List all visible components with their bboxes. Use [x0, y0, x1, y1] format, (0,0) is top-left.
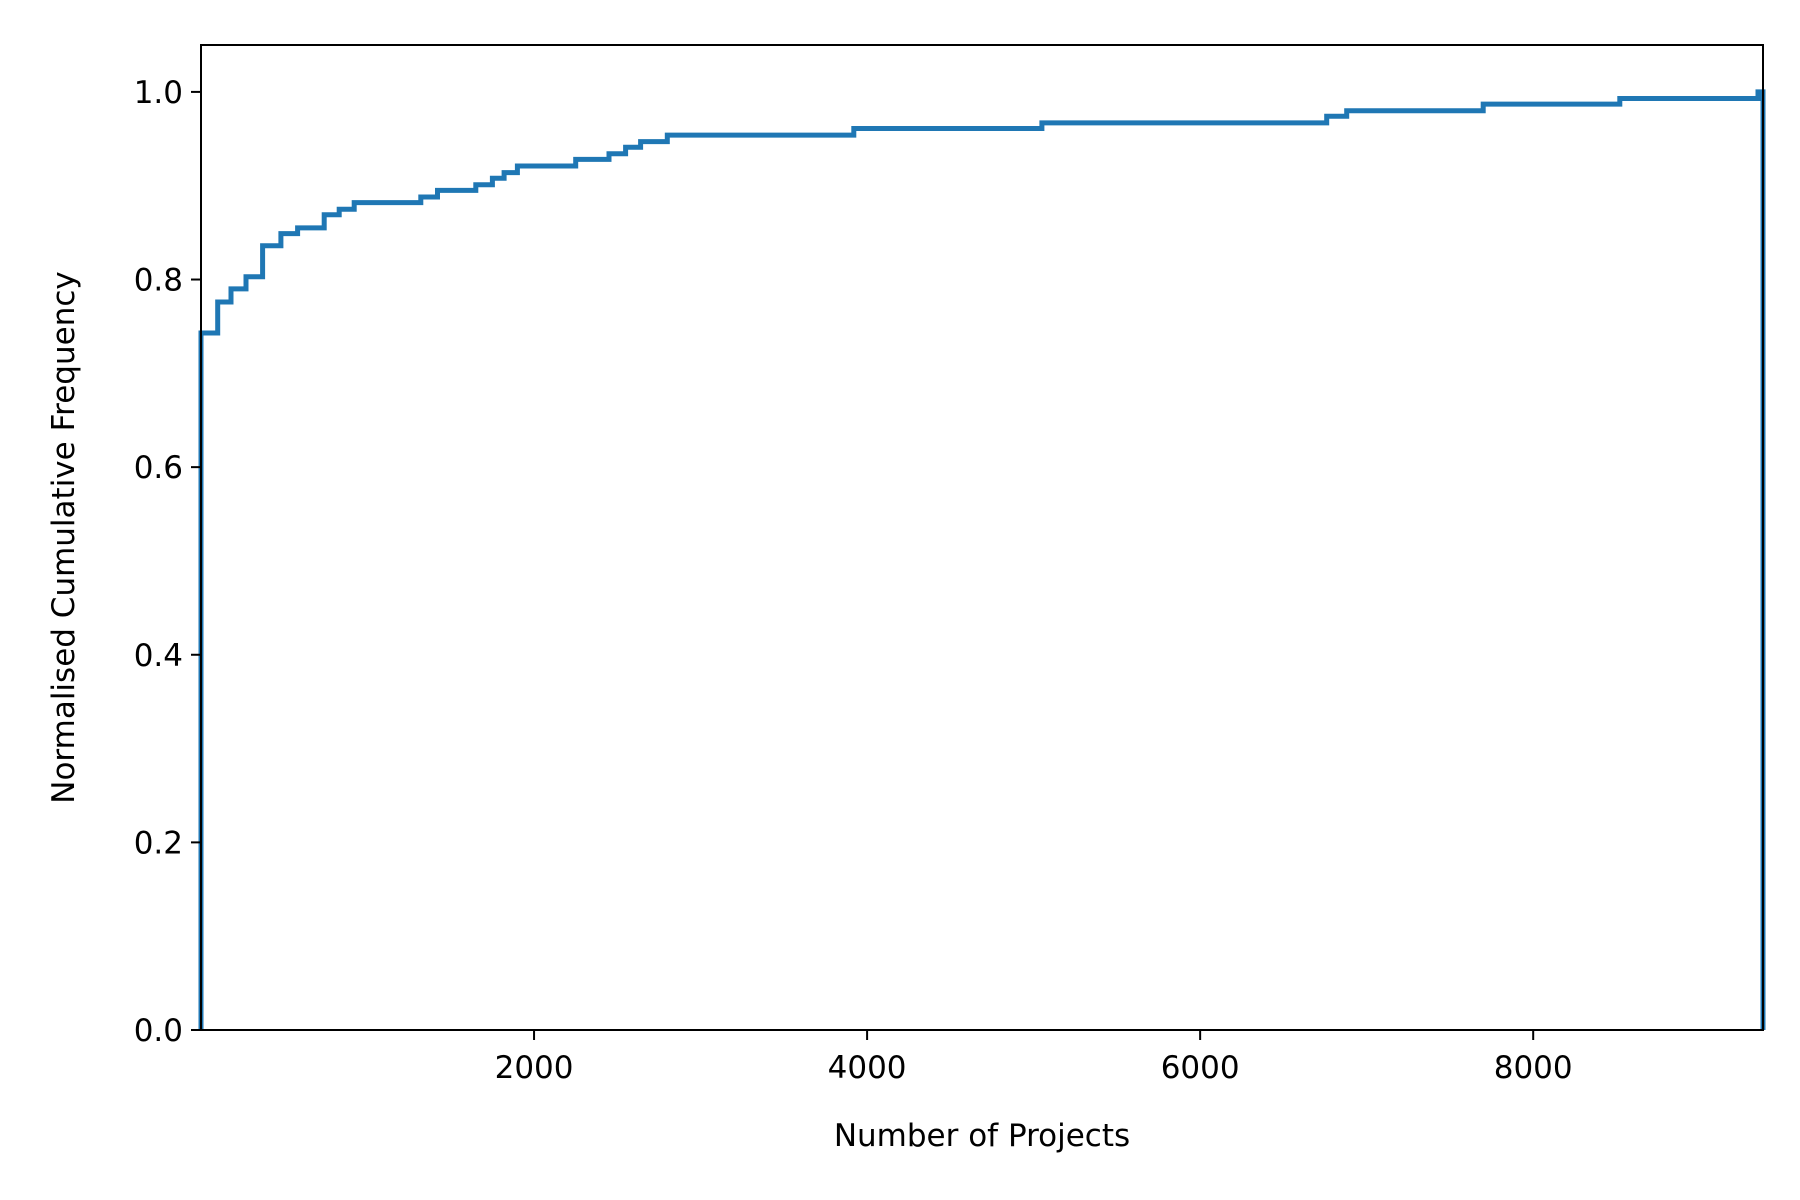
x-tick-label: 6000: [1161, 1050, 1240, 1086]
y-tick-label: 0.4: [134, 638, 183, 674]
y-tick-label: 1.0: [134, 75, 183, 111]
y-axis-ticks: 0.0 0.2 0.4 0.6 0.8 1.0: [134, 75, 201, 1049]
x-axis-title: Number of Projects: [834, 1118, 1130, 1154]
cdf-step-line-0: [198, 89, 1766, 1030]
x-tick-label: 2000: [495, 1050, 574, 1086]
x-axis-ticks: 2000 4000 6000 8000: [495, 1030, 1573, 1086]
y-tick-label: 0.8: [134, 263, 183, 299]
y-tick-label: 0.6: [134, 450, 183, 486]
y-tick-label: 0.2: [134, 825, 183, 861]
x-tick-label: 4000: [828, 1050, 907, 1086]
plot-frame: [200, 44, 1764, 1031]
y-tick-label: 0.0: [134, 1013, 183, 1049]
y-axis-title: Normalised Cumulative Frequency: [46, 271, 82, 803]
x-tick-label: 8000: [1494, 1050, 1573, 1086]
plot-area: [198, 44, 1766, 1031]
